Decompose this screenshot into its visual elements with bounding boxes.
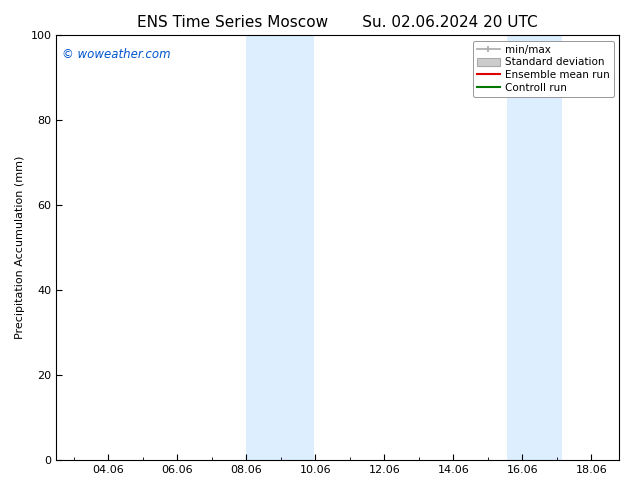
Bar bbox=[246, 35, 314, 460]
Legend: min/max, Standard deviation, Ensemble mean run, Controll run: min/max, Standard deviation, Ensemble me… bbox=[472, 41, 614, 97]
Y-axis label: Precipitation Accumulation (mm): Precipitation Accumulation (mm) bbox=[15, 156, 25, 340]
Text: © woweather.com: © woweather.com bbox=[62, 48, 171, 61]
Title: ENS Time Series Moscow       Su. 02.06.2024 20 UTC: ENS Time Series Moscow Su. 02.06.2024 20… bbox=[138, 15, 538, 30]
Bar bbox=[507, 35, 562, 460]
